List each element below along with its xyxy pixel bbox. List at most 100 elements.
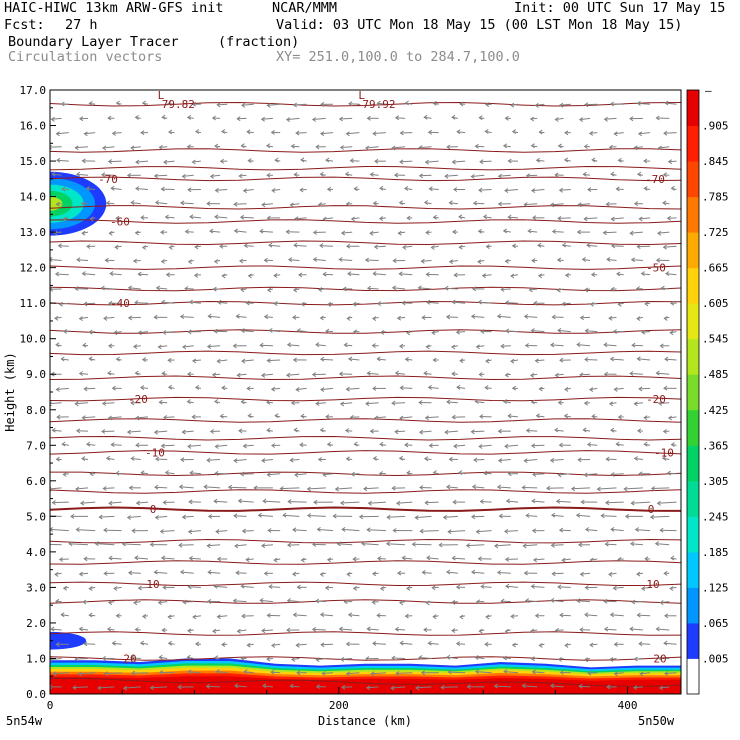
vector-arrow [192, 615, 201, 618]
temperature-contour [50, 599, 681, 604]
vector-arrowhead [216, 102, 221, 108]
vector-arrowhead [530, 188, 536, 194]
vector-arrow [370, 231, 379, 234]
vector-arrow [584, 217, 598, 220]
vector-arrow [104, 672, 122, 675]
vector-arrowhead [167, 101, 172, 107]
vector-arrowhead [126, 429, 132, 435]
vector-arrow [504, 189, 519, 192]
vector-arrowhead [214, 470, 219, 476]
vector-arrowhead [161, 627, 166, 633]
vector-arrowhead [221, 385, 226, 391]
vector-arrow [340, 658, 353, 660]
vector-arrowhead [667, 415, 673, 421]
vector-arrowhead [72, 685, 77, 691]
vector-arrowhead [339, 401, 345, 407]
vector-arrow [323, 217, 334, 220]
vector-arrowhead [371, 316, 377, 322]
vector-arrow [271, 387, 281, 390]
vector-arrow [367, 372, 379, 375]
vector-arrowhead [478, 115, 483, 121]
y-axis: 0.01.02.03.04.05.06.07.08.09.010.011.012… [20, 84, 56, 701]
vector-arrowhead [75, 428, 81, 434]
vector-arrow [603, 231, 617, 234]
vector-arrow [351, 217, 360, 220]
vector-arrow [237, 373, 247, 376]
vector-arrowhead [270, 669, 275, 675]
vector-arrowhead [638, 216, 643, 222]
vector-arrowhead [134, 300, 139, 306]
vector-arrowhead [663, 130, 668, 136]
y-tick-label: 17.0 [20, 84, 47, 97]
vector-arrow [365, 402, 379, 405]
vector-arrow [616, 188, 624, 190]
vector-arrowhead [558, 102, 564, 108]
vector-arrowhead [372, 271, 377, 277]
vector-arrow [340, 501, 360, 504]
vector-arrow [215, 189, 228, 191]
vector-arrowhead [62, 585, 67, 591]
vector-arrowhead [141, 357, 147, 363]
vector-arrowhead [630, 500, 635, 506]
vector-arrowhead [446, 399, 451, 405]
vector-arrowhead [609, 612, 614, 618]
vector-arrowhead [130, 200, 135, 206]
vector-arrow [404, 187, 413, 190]
vector-arrowhead [60, 356, 65, 362]
vector-arrowhead [103, 315, 108, 321]
vector-arrow [377, 557, 386, 560]
vector-arrowhead [56, 414, 61, 420]
vector-arrowhead [395, 670, 400, 676]
vector-arrowhead [474, 143, 479, 149]
vector-arrowhead [414, 515, 419, 521]
vector-arrow [159, 146, 168, 148]
vector-arrow [268, 244, 281, 247]
vector-arrowhead [80, 201, 86, 207]
colorbar-label: .665 [702, 262, 729, 275]
vector-arrow [663, 132, 677, 134]
vector-arrowhead [371, 599, 376, 605]
vector-arrow [386, 543, 406, 546]
vector-arrow [365, 259, 379, 261]
vector-arrowhead [500, 287, 505, 292]
vector-arrowhead [557, 472, 562, 478]
vector-arrow [367, 628, 379, 631]
temperature-contour [50, 396, 681, 402]
vector-arrowhead [530, 443, 536, 449]
vector-arrowhead [432, 470, 437, 475]
vector-arrowhead [659, 527, 664, 533]
vector-arrow [656, 628, 670, 631]
colorbar-top-label: – [705, 84, 712, 97]
vector-arrowhead [378, 471, 383, 476]
vector-arrowhead [445, 569, 451, 575]
vector-arrowhead [209, 173, 215, 179]
contour-label: 20 [653, 653, 666, 666]
vector-arrowhead [452, 499, 457, 505]
vector-arrowhead [629, 541, 635, 547]
vector-arrowhead [365, 401, 370, 407]
vector-arrow [532, 671, 545, 674]
vector-arrowhead [557, 656, 562, 662]
vector-arrow [661, 287, 670, 290]
vector-arrow [641, 273, 651, 276]
vector-arrowhead [428, 186, 433, 192]
vector-arrowhead [640, 271, 645, 277]
vector-arrow [269, 329, 281, 333]
vector-arrow [133, 345, 141, 348]
vector-arrowhead [137, 271, 142, 277]
vector-arrowhead [661, 455, 667, 461]
vector-arrow [217, 359, 228, 362]
vector-arrow [503, 145, 511, 148]
vector-arrow [475, 401, 485, 404]
vector-arrow [634, 402, 643, 405]
vector-arrowhead [213, 655, 219, 661]
vector-arrowhead [418, 145, 423, 151]
vector-arrowhead [392, 258, 397, 264]
y-tick-label: 14.0 [20, 191, 47, 204]
vector-arrowhead [664, 356, 669, 362]
vector-arrowhead [616, 271, 621, 277]
vector-arrowhead [559, 670, 564, 675]
vector-arrowhead [529, 116, 535, 122]
vector-arrowhead [194, 244, 199, 250]
vector-arrowhead [108, 555, 113, 561]
